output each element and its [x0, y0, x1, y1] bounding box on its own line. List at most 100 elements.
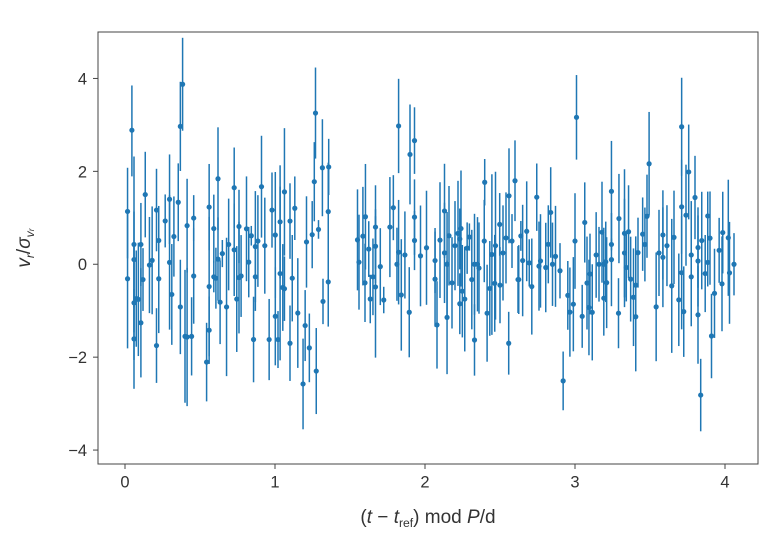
- data-point: [178, 304, 183, 309]
- data-point: [189, 334, 194, 339]
- data-point: [740, 0, 745, 3]
- data-point: [506, 193, 511, 198]
- data-point: [686, 169, 691, 174]
- x-tick-label: 2: [420, 474, 429, 492]
- data-point: [407, 152, 412, 157]
- data-point: [211, 226, 216, 231]
- data-point: [676, 297, 681, 302]
- data-point: [387, 224, 392, 229]
- data-point: [191, 273, 196, 278]
- data-point: [512, 178, 517, 183]
- data-point: [424, 245, 429, 250]
- data-point: [472, 337, 477, 342]
- data-point: [303, 323, 308, 328]
- data-point: [140, 277, 145, 282]
- data-point: [485, 311, 490, 316]
- data-point: [594, 252, 599, 257]
- data-layer: [125, 0, 757, 431]
- data-point: [171, 234, 176, 239]
- data-point: [156, 238, 161, 243]
- data-point: [635, 250, 640, 255]
- data-point: [143, 192, 148, 197]
- data-point: [538, 258, 543, 263]
- data-point: [548, 210, 553, 215]
- data-point: [482, 238, 487, 243]
- data-point: [497, 283, 502, 288]
- data-point: [300, 381, 305, 386]
- data-point: [679, 204, 684, 209]
- data-point: [699, 238, 704, 243]
- data-point: [476, 265, 481, 270]
- data-point: [458, 226, 463, 231]
- data-point: [255, 238, 260, 243]
- data-point: [236, 224, 241, 229]
- data-point: [314, 368, 319, 373]
- data-point: [482, 180, 487, 185]
- data-point: [218, 300, 223, 305]
- y-tick-label: 2: [78, 163, 87, 181]
- data-point: [497, 222, 502, 227]
- data-point: [167, 197, 172, 202]
- data-point: [580, 314, 585, 319]
- data-point: [316, 227, 321, 232]
- x-tick-label: 3: [570, 474, 579, 492]
- data-point: [239, 273, 244, 278]
- y-tick-label: 0: [78, 256, 87, 274]
- data-point: [604, 280, 609, 285]
- data-point: [432, 258, 437, 263]
- data-point: [671, 235, 676, 240]
- data-point: [719, 281, 724, 286]
- data-point: [307, 345, 312, 350]
- y-tick-label: 4: [78, 70, 87, 88]
- data-point: [452, 243, 457, 248]
- data-point: [731, 0, 736, 3]
- data-point: [154, 343, 159, 348]
- data-point: [326, 164, 331, 169]
- data-point: [381, 297, 386, 302]
- data-point: [557, 268, 562, 273]
- data-point: [224, 304, 229, 309]
- data-point: [449, 280, 454, 285]
- data-point: [290, 276, 295, 281]
- data-point: [446, 233, 451, 238]
- data-point: [402, 252, 407, 257]
- data-point: [267, 337, 272, 342]
- data-point: [251, 337, 256, 342]
- data-point: [418, 253, 423, 258]
- data-point: [363, 214, 368, 219]
- data-point: [717, 248, 722, 253]
- data-point: [147, 262, 152, 267]
- data-point: [169, 292, 174, 297]
- data-point: [567, 310, 572, 315]
- data-point: [493, 243, 498, 248]
- data-point: [191, 215, 196, 220]
- data-point: [312, 179, 317, 184]
- data-point: [396, 250, 401, 255]
- x-tick-label: 0: [120, 474, 129, 492]
- data-point: [320, 299, 325, 304]
- data-point: [362, 280, 367, 285]
- data-point: [407, 310, 412, 315]
- data-point: [185, 223, 190, 228]
- data-point: [534, 195, 539, 200]
- chart-svg: 01234−4−2024(t − tref) mod P/dvr/σvr: [0, 0, 779, 537]
- data-point: [313, 110, 318, 115]
- data-point: [129, 128, 134, 133]
- data-point: [366, 246, 371, 251]
- data-point: [396, 123, 401, 128]
- errorbar-scatter-chart: 01234−4−2024(t − tref) mod P/dvr/σvr: [0, 0, 779, 537]
- data-point: [326, 279, 331, 284]
- data-point: [707, 236, 712, 241]
- data-point: [282, 189, 287, 194]
- data-point: [444, 315, 449, 320]
- data-point: [326, 209, 331, 214]
- data-point: [586, 305, 591, 310]
- data-point: [609, 257, 614, 262]
- data-point: [259, 184, 264, 189]
- data-point: [373, 224, 378, 229]
- data-point: [520, 258, 525, 263]
- data-point: [751, 0, 756, 3]
- data-point: [603, 259, 608, 264]
- data-point: [590, 310, 595, 315]
- data-point: [434, 322, 439, 327]
